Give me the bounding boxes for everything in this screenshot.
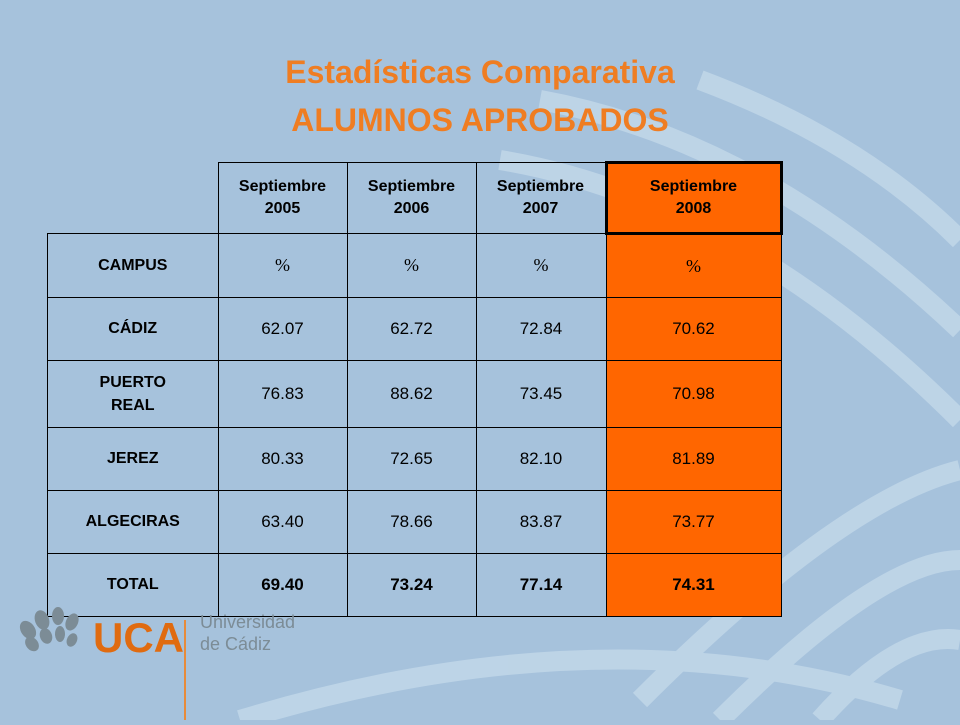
uca-logo-mark: UCA Universidad de Cádiz xyxy=(19,607,295,720)
value-cell: 70.98 xyxy=(605,360,782,428)
total-cell: 77.14 xyxy=(475,553,607,617)
value-cell: 76.83 xyxy=(217,360,348,428)
total-label: TOTAL xyxy=(47,553,219,617)
value-cell: 81.89 xyxy=(605,427,782,491)
value-cell: 73.45 xyxy=(475,360,607,428)
uca-logo: UCA Universidad de Cádiz xyxy=(10,602,340,725)
table-row: JEREZ 80.33 72.65 82.10 81.89 xyxy=(47,427,782,491)
table-row-unit: CAMPUS % % % % xyxy=(47,233,782,298)
value-cell: 72.65 xyxy=(346,427,477,491)
header-2008: Septiembre 2008 xyxy=(604,161,783,235)
table-row: PUERTO REAL 76.83 88.62 73.45 70.98 xyxy=(47,360,782,428)
table-row: ALGECIRAS 63.40 78.66 83.87 73.77 xyxy=(47,490,782,554)
table-row: CÁDIZ 62.07 62.72 72.84 70.62 xyxy=(47,297,782,361)
unit-cell: % xyxy=(217,233,348,298)
uca-emblem-icon xyxy=(19,607,79,652)
value-cell: 88.62 xyxy=(346,360,477,428)
unit-cell: % xyxy=(605,233,782,298)
value-cell: 63.40 xyxy=(217,490,348,554)
value-cell: 72.84 xyxy=(475,297,607,361)
header-2006: Septiembre 2006 xyxy=(346,162,477,234)
header-empty-cell xyxy=(48,163,219,234)
slide-subtitle: ALUMNOS APROBADOS xyxy=(291,102,669,138)
row-label: PUERTO REAL xyxy=(47,360,219,428)
logo-acronym: UCA xyxy=(93,614,184,661)
campus-header: CAMPUS xyxy=(47,233,219,298)
unit-cell: % xyxy=(346,233,477,298)
table-row-total: TOTAL 69.40 73.24 77.14 74.31 xyxy=(47,553,782,617)
logo-line1: Universidad xyxy=(200,612,295,632)
total-cell: 73.24 xyxy=(346,553,477,617)
logo-line2: de Cádiz xyxy=(200,634,271,654)
value-cell: 80.33 xyxy=(217,427,348,491)
header-2005: Septiembre 2005 xyxy=(217,162,348,234)
header-2007: Septiembre 2007 xyxy=(475,162,607,234)
value-cell: 83.87 xyxy=(475,490,607,554)
value-cell: 78.66 xyxy=(346,490,477,554)
slide-title: Estadísticas Comparativa xyxy=(285,54,675,90)
value-cell: 70.62 xyxy=(605,297,782,361)
value-cell: 82.10 xyxy=(475,427,607,491)
row-label: ALGECIRAS xyxy=(47,490,219,554)
value-cell: 73.77 xyxy=(605,490,782,554)
unit-cell: % xyxy=(475,233,607,298)
value-cell: 62.72 xyxy=(346,297,477,361)
row-label: CÁDIZ xyxy=(47,297,219,361)
total-cell: 74.31 xyxy=(605,553,782,617)
approval-stats-table: Septiembre 2005 Septiembre 2006 Septiemb… xyxy=(47,161,783,617)
value-cell: 62.07 xyxy=(217,297,348,361)
row-label: JEREZ xyxy=(47,427,219,491)
